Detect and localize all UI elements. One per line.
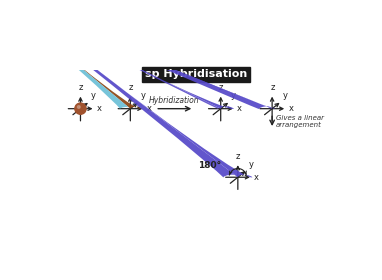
Text: sp Hybridisation: sp Hybridisation bbox=[145, 69, 247, 80]
PathPatch shape bbox=[218, 108, 221, 110]
Text: y: y bbox=[141, 91, 146, 100]
Text: y: y bbox=[231, 91, 236, 100]
Text: z: z bbox=[236, 152, 240, 161]
Circle shape bbox=[75, 103, 86, 114]
PathPatch shape bbox=[272, 108, 275, 110]
Text: z: z bbox=[128, 83, 133, 92]
PathPatch shape bbox=[120, 107, 130, 110]
Text: z: z bbox=[219, 83, 223, 92]
Text: x: x bbox=[288, 104, 293, 113]
Text: y: y bbox=[91, 91, 96, 100]
PathPatch shape bbox=[238, 175, 252, 180]
Text: z: z bbox=[79, 83, 83, 92]
Text: x: x bbox=[97, 104, 102, 113]
Text: y: y bbox=[283, 91, 288, 100]
Text: z: z bbox=[270, 83, 275, 92]
Text: y: y bbox=[248, 160, 253, 169]
Circle shape bbox=[78, 106, 80, 108]
Text: x: x bbox=[147, 104, 152, 113]
Text: x: x bbox=[254, 173, 259, 182]
PathPatch shape bbox=[259, 106, 272, 111]
PathPatch shape bbox=[223, 175, 238, 180]
Text: Gives a linear
arrangement: Gives a linear arrangement bbox=[276, 115, 324, 128]
PathPatch shape bbox=[130, 107, 141, 110]
Text: 180°: 180° bbox=[199, 161, 222, 171]
Circle shape bbox=[76, 105, 84, 113]
Text: x: x bbox=[237, 104, 242, 113]
Text: Hybridization: Hybridization bbox=[149, 96, 200, 105]
PathPatch shape bbox=[221, 106, 234, 111]
